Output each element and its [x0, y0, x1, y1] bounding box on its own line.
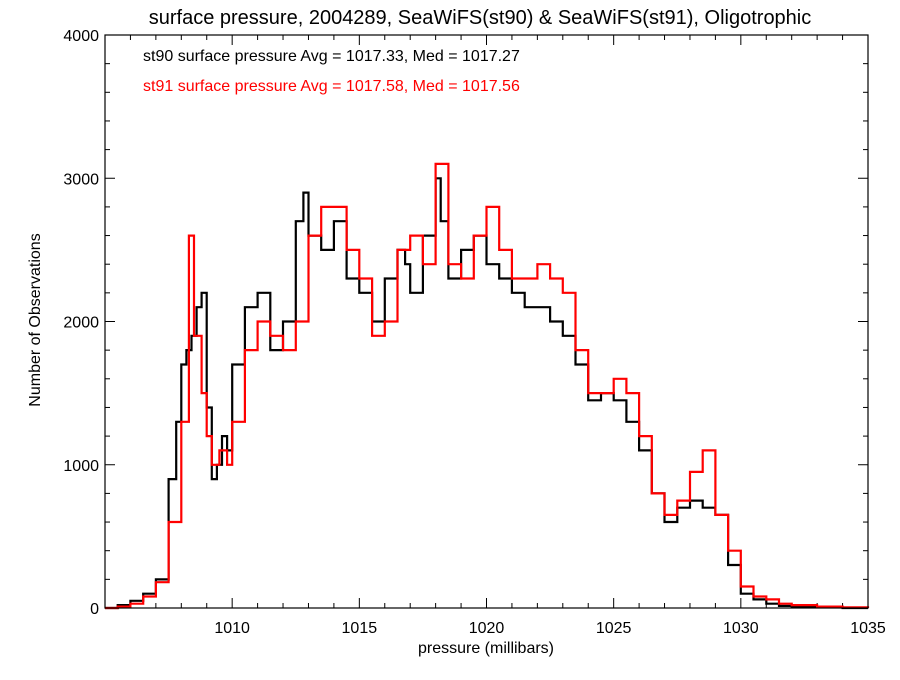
plot-frame [104, 34, 869, 609]
series-layer [105, 162, 870, 610]
y-tick-label: 3000 [63, 171, 99, 188]
annotation-st91: st91 surface pressure Avg = 1017.58, Med… [143, 78, 520, 95]
x-axis-label: pressure (millibars) [418, 640, 554, 657]
x-tick-label: 1030 [723, 620, 759, 637]
y-axis-label: Number of Observations [27, 233, 44, 406]
x-tick-label: 1035 [850, 620, 886, 637]
x-tick-label: 1025 [596, 620, 632, 637]
y-tick-label: 0 [90, 601, 99, 618]
y-tick-label: 1000 [63, 458, 99, 475]
series-st90-line [105, 177, 868, 610]
x-tick-label: 1010 [214, 620, 250, 637]
x-tick-label: 1015 [342, 620, 378, 637]
x-tick-label: 1020 [469, 620, 505, 637]
chart-title: surface pressure, 2004289, SeaWiFS(st90)… [149, 7, 812, 29]
y-tick-label: 2000 [63, 315, 99, 332]
series-st91-line [105, 162, 870, 610]
annotation-st90: st90 surface pressure Avg = 1017.33, Med… [143, 48, 520, 65]
y-tick-label: 4000 [63, 28, 99, 45]
